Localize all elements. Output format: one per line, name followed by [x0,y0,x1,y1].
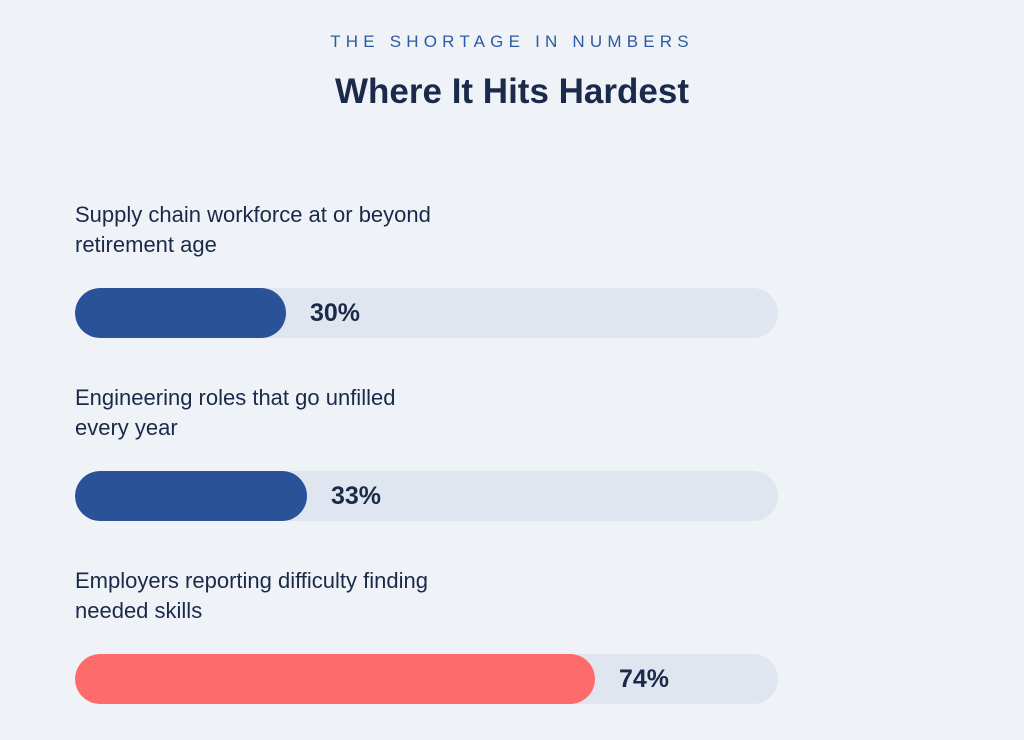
bar-track [75,654,778,704]
chart-title: Where It Hits Hardest [335,72,689,111]
bar-category-label: Employers reporting difficulty finding n… [75,568,428,623]
stat-item: Engineering roles that go unfilled every… [75,383,778,521]
bar-track [75,288,778,338]
bar-fill [75,288,286,338]
eyebrow-label: THE SHORTAGE IN NUMBERS [330,32,694,51]
bar-fill [75,654,595,704]
bar-value-label: 30% [310,299,361,327]
bar-track [75,471,778,521]
bar-value-label: 74% [619,665,670,693]
bar-value-label: 33% [331,482,382,510]
bar-fill [75,471,307,521]
bar-category-label: Engineering roles that go unfilled every… [75,385,396,440]
stat-item: Supply chain workforce at or beyond reti… [75,200,778,338]
stat-item: Employers reporting difficulty finding n… [75,566,778,704]
bar-category-label: Supply chain workforce at or beyond reti… [75,202,431,257]
